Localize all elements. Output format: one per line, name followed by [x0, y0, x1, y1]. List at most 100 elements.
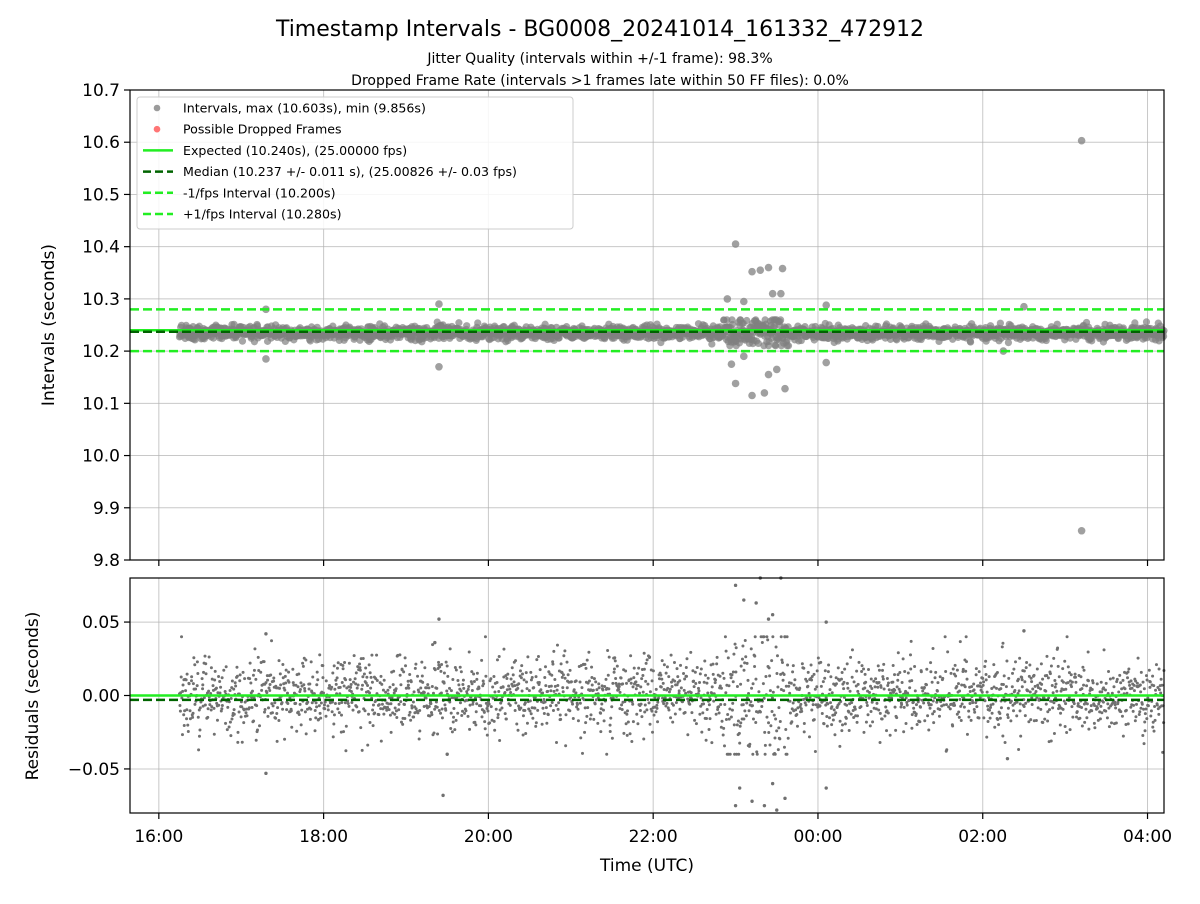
residual-outlier-point	[441, 793, 445, 798]
residual-point	[1040, 682, 1044, 686]
residual-point	[1141, 733, 1145, 737]
residual-point	[878, 711, 882, 715]
residual-point	[635, 672, 639, 676]
residual-point	[408, 672, 412, 676]
residual-point	[220, 707, 224, 711]
residual-point	[895, 685, 899, 689]
residual-point	[702, 702, 706, 706]
residual-point	[1015, 714, 1019, 718]
residual-point	[931, 712, 935, 716]
residual-point	[882, 687, 886, 691]
residual-point	[642, 737, 646, 741]
residual-point	[1075, 710, 1079, 714]
residual-point	[953, 663, 957, 667]
residual-point	[931, 646, 935, 650]
residual-point	[1065, 730, 1069, 734]
residual-point	[813, 749, 817, 753]
residual-point	[389, 730, 393, 734]
residual-point	[397, 708, 401, 712]
residual-point	[474, 723, 478, 727]
residual-point	[458, 701, 462, 705]
residuals-y-tick-label: 0.00	[82, 687, 120, 707]
residual-point	[585, 658, 589, 662]
residuals-points	[178, 576, 1166, 812]
residual-point	[919, 705, 922, 709]
residual-point	[990, 711, 994, 715]
residual-point	[326, 704, 330, 708]
residual-point	[1025, 660, 1029, 664]
residual-point	[1100, 690, 1104, 694]
residual-outlier-point	[445, 752, 449, 756]
residual-point	[775, 672, 779, 676]
residual-point	[456, 678, 460, 682]
residual-point	[784, 727, 788, 731]
residual-point	[768, 674, 772, 678]
residual-point	[1159, 691, 1163, 695]
residual-point	[322, 703, 326, 707]
residual-point	[511, 673, 515, 677]
residual-point	[1035, 667, 1039, 671]
residual-point	[217, 703, 221, 707]
residual-point	[910, 679, 914, 683]
residual-point	[829, 675, 833, 679]
residual-point	[841, 723, 845, 727]
residual-point	[531, 716, 535, 720]
residual-point	[509, 677, 513, 681]
residual-point	[452, 707, 456, 710]
residual-point	[984, 678, 988, 682]
residual-point	[727, 684, 731, 688]
residual-point	[748, 742, 752, 746]
residual-point	[1005, 659, 1009, 663]
residual-point	[571, 716, 575, 720]
interval-outlier-point	[768, 289, 777, 298]
residual-point	[473, 720, 477, 724]
residuals-y-tick-label: 0.05	[82, 613, 120, 633]
residual-point	[1034, 719, 1038, 722]
residual-point	[1061, 707, 1065, 711]
residual-point	[1070, 705, 1074, 709]
residual-point	[1148, 680, 1152, 684]
residual-point	[986, 704, 990, 708]
residual-point	[508, 703, 512, 707]
residual-point	[1028, 690, 1032, 694]
legend-label: +1/fps Interval (10.280s)	[183, 207, 342, 222]
residual-point	[847, 729, 851, 733]
residual-point	[483, 720, 487, 724]
residual-point	[905, 703, 909, 707]
residual-point	[596, 721, 600, 725]
residual-point	[909, 667, 913, 671]
residual-point	[442, 681, 446, 685]
residual-point	[899, 705, 903, 709]
interval-outlier-point	[764, 263, 773, 272]
residual-point	[237, 710, 241, 714]
residual-point	[557, 701, 561, 705]
residual-point	[1000, 645, 1004, 649]
residual-point	[878, 740, 882, 744]
residual-point	[848, 689, 852, 693]
residual-point	[915, 723, 919, 727]
residual-point	[1001, 641, 1005, 645]
residual-point	[712, 699, 716, 703]
residual-outlier-point	[762, 803, 767, 808]
residual-point	[555, 688, 559, 692]
residual-point	[254, 677, 258, 681]
residual-point	[1110, 721, 1114, 725]
residual-point	[646, 682, 650, 686]
residual-point	[1030, 703, 1034, 707]
residual-point	[771, 635, 775, 639]
residual-point	[866, 713, 870, 717]
residual-point	[744, 655, 748, 659]
residual-point	[762, 635, 766, 639]
residual-point	[1160, 683, 1164, 687]
residual-point	[774, 645, 778, 649]
residual-point	[549, 689, 553, 693]
residual-point	[739, 664, 743, 668]
residual-point	[735, 723, 739, 727]
residual-point	[607, 655, 611, 659]
residual-point	[369, 675, 373, 679]
residual-point	[508, 687, 512, 691]
residual-point	[1052, 732, 1056, 736]
residual-point	[1017, 689, 1021, 693]
residual-point	[459, 689, 463, 693]
residual-point	[925, 667, 929, 671]
